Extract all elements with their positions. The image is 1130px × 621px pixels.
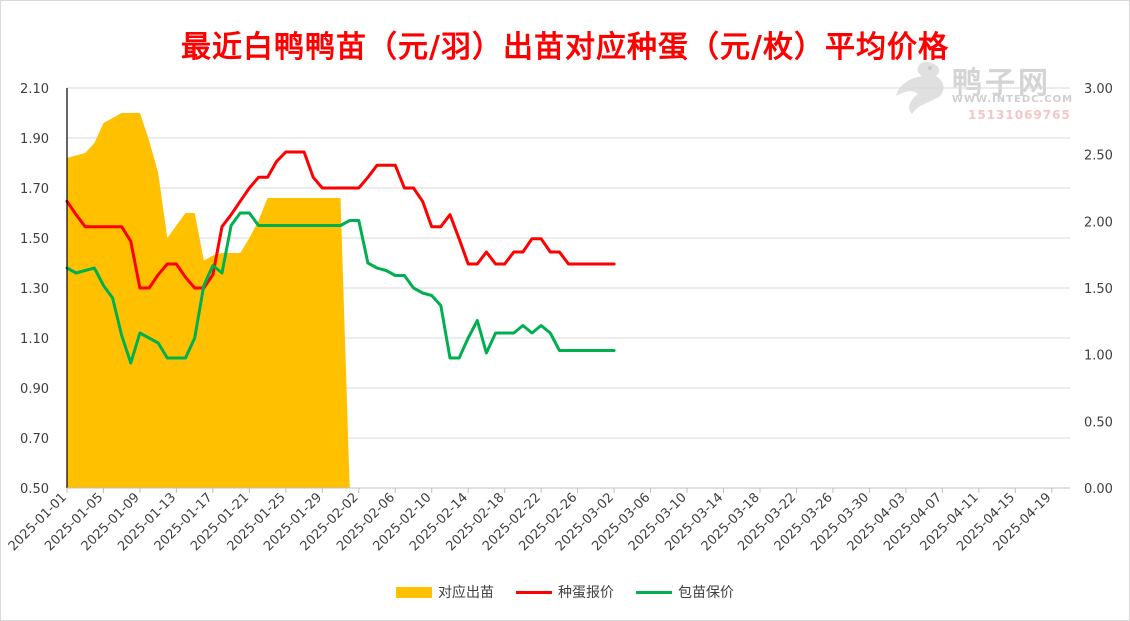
watermark-url: WWW.INTEDC.COM [952, 94, 1074, 105]
legend-item-chick[interactable]: 包苗保价 [636, 582, 734, 602]
legend-label-area: 对应出苗 [438, 585, 494, 601]
legend-label-chick: 包苗保价 [678, 585, 734, 601]
legend-label-egg: 种蛋报价 [558, 585, 614, 601]
legend-swatch-area [396, 586, 432, 598]
y-left-tick-label: 1.30 [20, 282, 49, 297]
series-area-0 [67, 113, 350, 488]
watermark: 鸭子网 WWW.INTEDC.COM 15131069765 [888, 56, 1108, 126]
watermark-phone: 15131069765 [968, 108, 1071, 122]
y-left-tick-label: 0.70 [20, 432, 49, 447]
y-right-tick-label: 1.00 [1084, 349, 1113, 364]
chart-title: 最近白鸭鸭苗（元/羽）出苗对应种蛋（元/枚）平均价格 [181, 30, 949, 65]
area-layer [67, 113, 350, 488]
legend-swatch-egg [516, 590, 552, 594]
y-left-tick-label: 1.90 [20, 132, 49, 147]
y-right-tick-label: 0.50 [1084, 415, 1113, 430]
legend-item-area[interactable]: 对应出苗 [396, 582, 494, 602]
legend-swatch-chick [636, 590, 672, 594]
watermark-brand: 鸭子网 [952, 66, 1051, 101]
y-left-tick-label: 1.50 [20, 232, 49, 247]
legend-item-egg[interactable]: 种蛋报价 [516, 582, 614, 602]
y-right-tick-label: 2.50 [1084, 149, 1113, 164]
y-right-tick-label: 0.00 [1084, 482, 1113, 497]
series-line-2 [65, 211, 616, 365]
legend: 对应出苗 种蛋报价 包苗保价 [0, 582, 1130, 602]
line-layer [65, 150, 616, 365]
y-right-tick-label: 3.00 [1084, 82, 1113, 97]
y-right-tick-label: 1.50 [1084, 282, 1113, 297]
y-left-tick-label: 1.10 [20, 332, 49, 347]
series-line-1 [65, 150, 616, 290]
y-left-tick-label: 1.70 [20, 182, 49, 197]
y-right-tick-label: 2.00 [1084, 215, 1113, 230]
y-left-tick-label: 0.90 [20, 382, 49, 397]
y-left-tick-label: 2.10 [20, 82, 49, 97]
y-left-tick-label: 0.50 [20, 482, 49, 497]
